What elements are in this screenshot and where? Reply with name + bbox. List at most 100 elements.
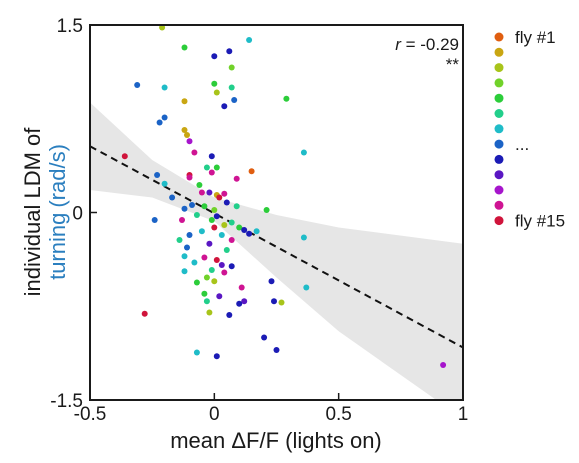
legend: fly #1... fly #15 [494, 28, 565, 231]
data-point [271, 298, 277, 305]
data-point [201, 254, 208, 261]
legend-swatch [494, 139, 504, 149]
data-point [223, 199, 230, 206]
data-point [191, 149, 198, 156]
data-point [226, 312, 233, 318]
data-point [203, 164, 210, 171]
data-point [228, 263, 235, 270]
data-point [211, 278, 218, 285]
data-point [221, 222, 228, 228]
data-point [156, 119, 163, 126]
data-point [223, 247, 230, 253]
r-value-label: r = -0.29 [395, 35, 459, 54]
data-point [203, 298, 210, 305]
legend-label: fly #1 [515, 28, 556, 47]
data-point [206, 240, 213, 247]
axis-ticks: -0.5 0 0.5 1 1.5 0 -1.5 [50, 16, 468, 425]
legend-swatch [494, 63, 504, 73]
legend-swatch [494, 124, 504, 134]
legend-swatch [494, 93, 504, 103]
data-point [181, 127, 188, 133]
legend-label: ... [515, 135, 529, 154]
x-tick-label: 0 [209, 404, 220, 425]
data-point [226, 48, 233, 55]
data-point [198, 189, 205, 196]
data-point [248, 168, 255, 175]
x-tick-label: -0.5 [74, 404, 107, 425]
data-point [228, 84, 235, 91]
data-point [213, 89, 220, 96]
data-point [201, 290, 208, 297]
x-tick-label: 1 [458, 404, 469, 425]
y-tick-label: 0 [72, 204, 83, 225]
legend-swatch [494, 200, 504, 210]
data-point [206, 189, 213, 196]
data-point [273, 347, 280, 353]
data-point [211, 224, 218, 231]
data-point [211, 53, 218, 60]
data-point [246, 230, 253, 237]
data-point [228, 64, 235, 71]
data-point [261, 334, 268, 341]
data-point [184, 244, 190, 251]
data-point [161, 84, 168, 91]
legend-swatch [494, 185, 504, 195]
data-point [228, 237, 235, 243]
data-point [300, 149, 307, 156]
confidence-band [90, 102, 463, 400]
x-tick-label: 0.5 [325, 404, 351, 425]
y-axis-title-unit: (rad/s) [45, 144, 70, 208]
data-point [196, 182, 203, 188]
data-point [181, 253, 188, 260]
legend-swatch [494, 170, 504, 180]
data-point [181, 205, 188, 212]
data-point [221, 269, 228, 276]
data-point [213, 164, 220, 171]
data-point [151, 217, 158, 223]
y-tick-label: -1.5 [50, 391, 83, 412]
data-point [218, 232, 225, 238]
data-point [198, 228, 205, 235]
legend-label: fly #15 [515, 212, 565, 231]
data-point [213, 257, 220, 263]
data-point [440, 362, 447, 368]
y-axis-title-highlight: turning [45, 213, 70, 280]
data-point [211, 80, 218, 87]
data-point [231, 97, 238, 103]
data-point [121, 153, 128, 160]
data-point [238, 284, 245, 291]
data-point [221, 103, 228, 110]
data-point [193, 349, 200, 356]
r-value: = -0.29 [401, 35, 459, 54]
data-point [303, 284, 310, 291]
data-point [179, 217, 185, 223]
significance-label: ** [446, 55, 460, 74]
legend-swatch [494, 154, 504, 164]
data-point [193, 279, 200, 286]
data-point [263, 207, 270, 213]
data-point [228, 219, 235, 226]
data-point [208, 217, 215, 223]
legend-swatch [494, 109, 504, 118]
data-point [268, 278, 275, 285]
data-point [213, 213, 220, 220]
data-point [203, 274, 210, 281]
data-point [211, 207, 218, 213]
data-point [186, 138, 193, 145]
data-point [236, 224, 243, 231]
data-point [221, 190, 228, 197]
data-point [186, 174, 193, 181]
data-point [278, 299, 285, 306]
data-point [208, 267, 215, 273]
data-point [184, 132, 190, 138]
data-point [300, 234, 307, 241]
data-point [241, 227, 248, 233]
data-point [201, 203, 208, 210]
data-point [141, 310, 148, 317]
data-point [216, 293, 223, 300]
data-points [121, 24, 447, 368]
data-point [134, 82, 141, 88]
data-point [181, 44, 188, 51]
data-point [169, 194, 176, 201]
